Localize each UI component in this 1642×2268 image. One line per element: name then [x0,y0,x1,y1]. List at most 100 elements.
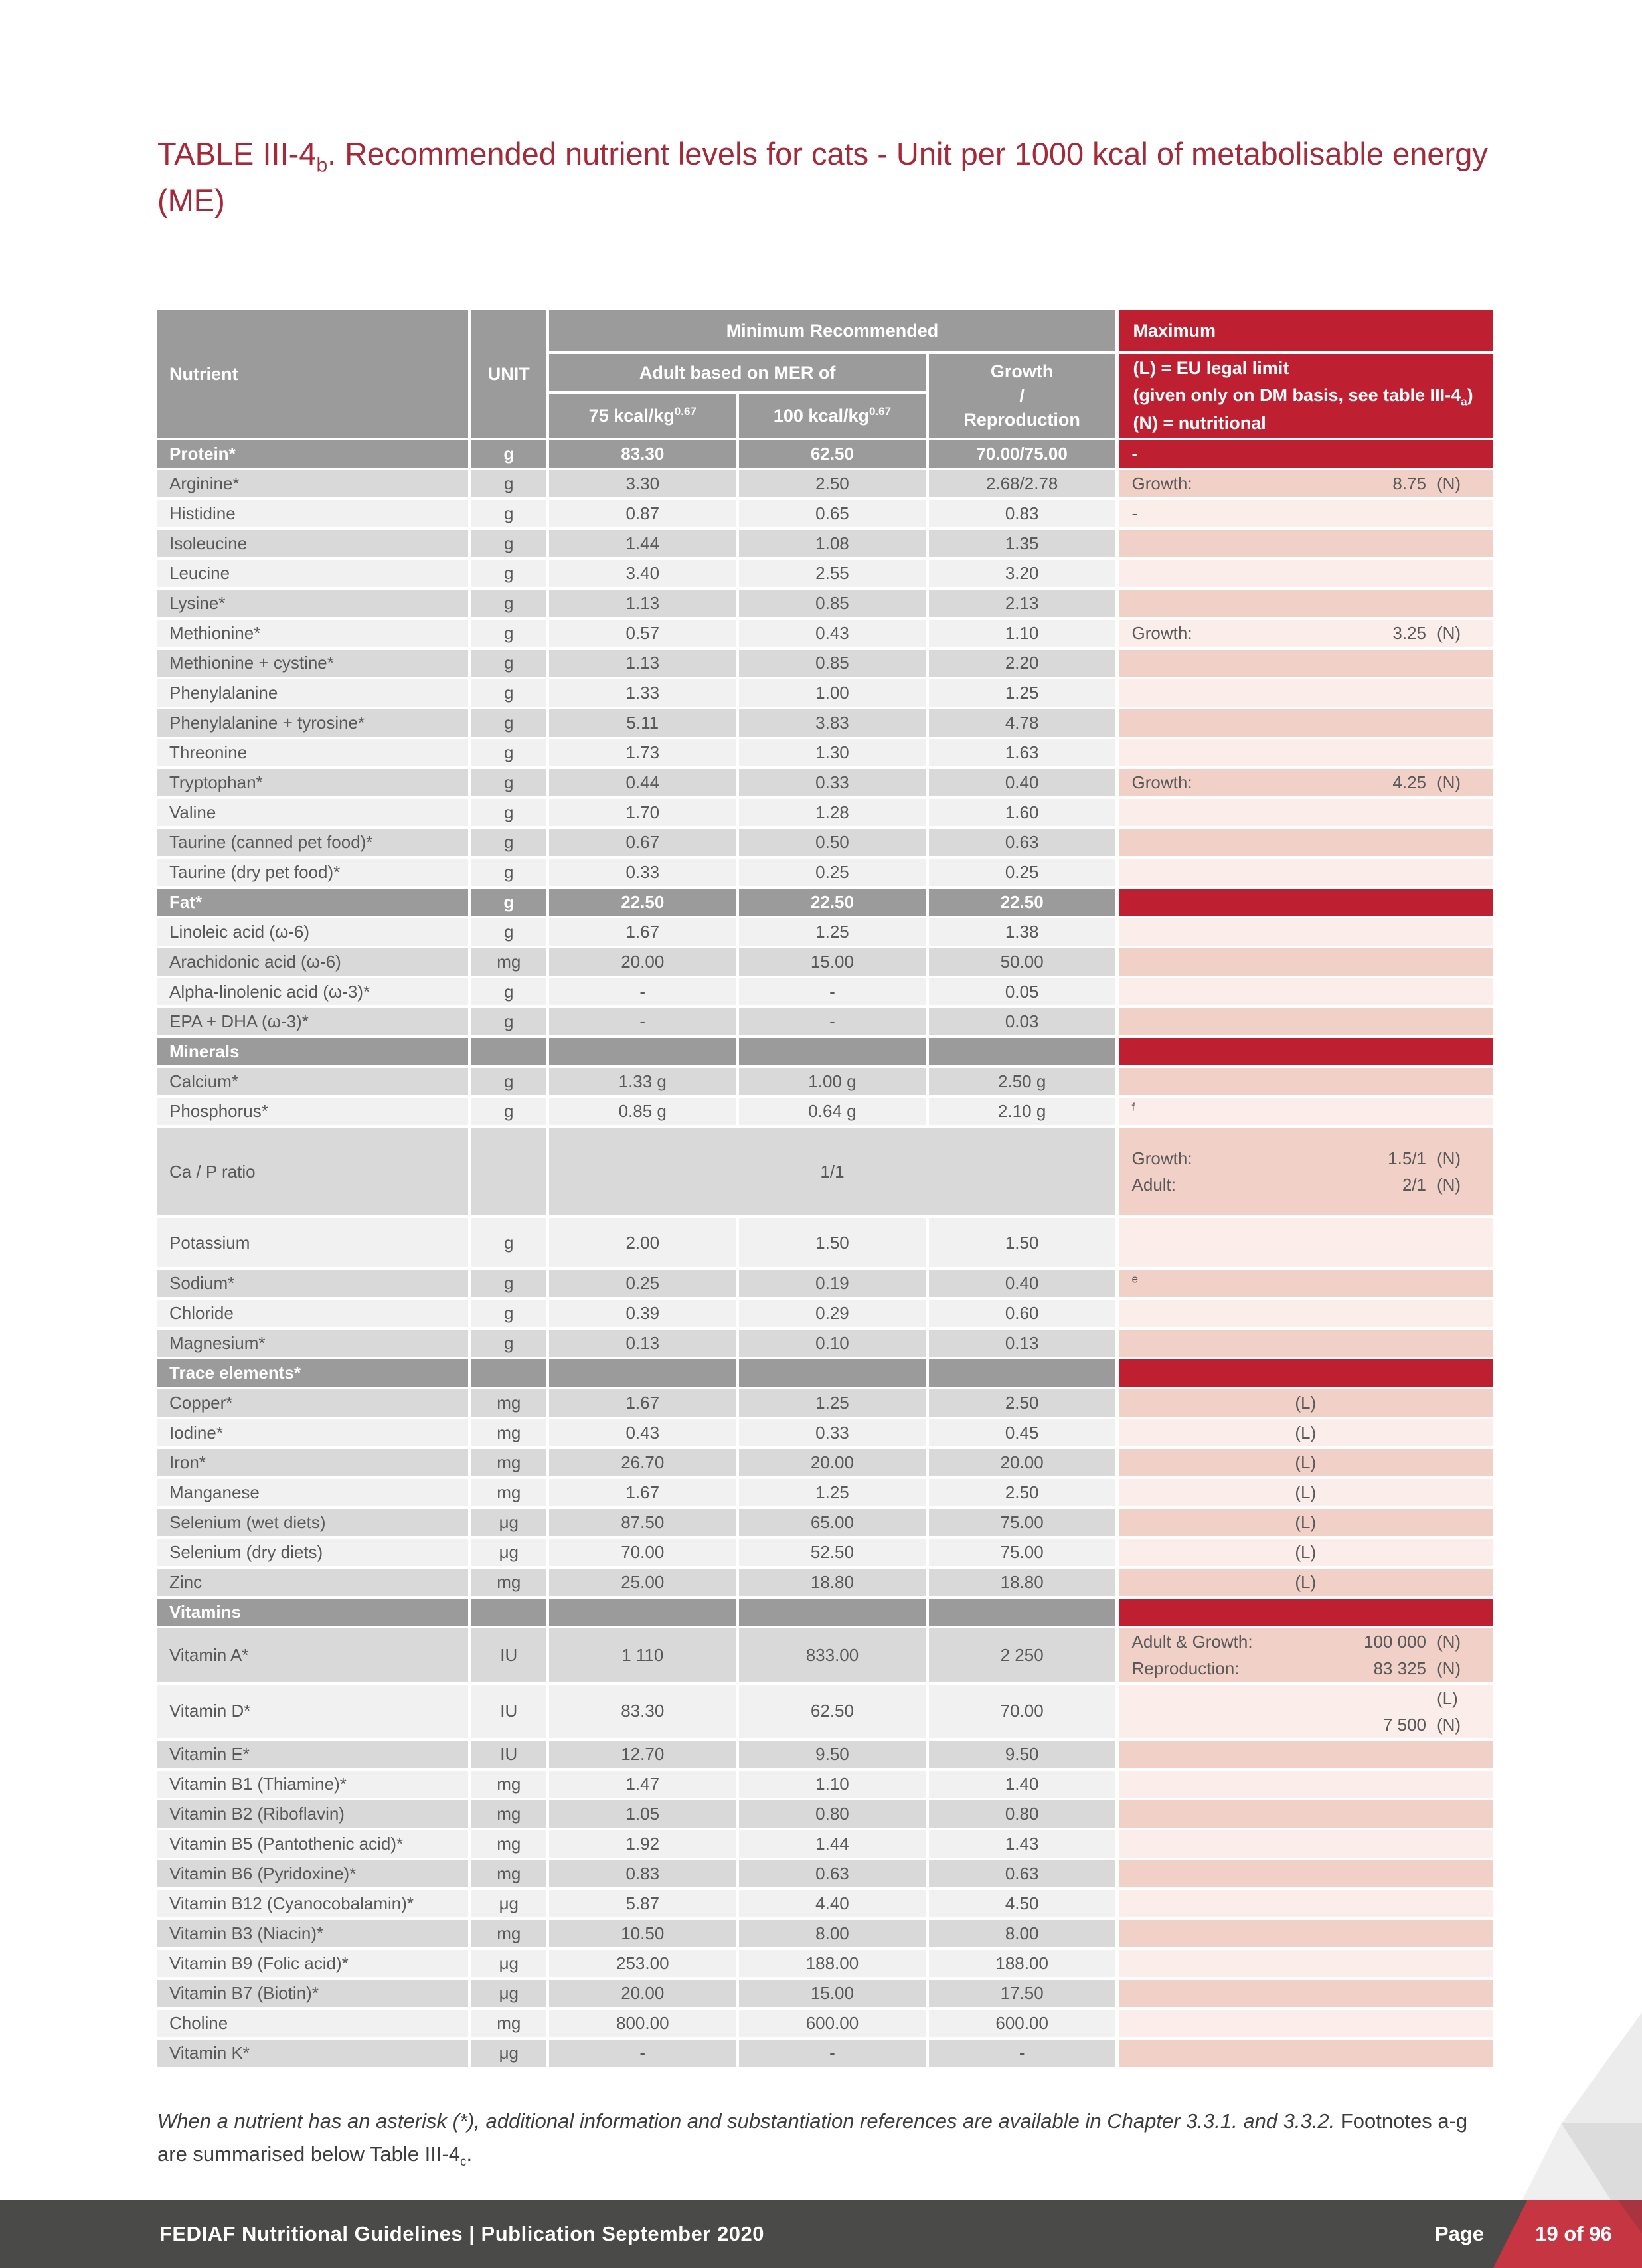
nutrient-name: Vitamin A* [157,1628,469,1682]
nutrient-name-text: Phenylalanine + tyrosine* [169,713,365,733]
value-100kcal-text: 188.00 [805,1953,859,1974]
value-growth: 0.83 [928,500,1115,527]
unit-cell: mg [471,1860,546,1888]
unit-cell-text: μg [499,1953,519,1974]
nutrient-row: Choline mg 800.00 600.00 600.00 [157,2010,1493,2038]
unit-cell-text: μg [499,1893,519,1914]
value-75kcal-text: 26.70 [621,1452,665,1472]
nutrient-name: Manganese [157,1479,469,1506]
nutrient-row: Arachidonic acid (ω-6) mg 20.00 15.00 50.00 [157,948,1493,976]
maximum-line-label: Growth: [1131,623,1192,644]
nutrient-row: Vitamin B2 (Riboflavin) mg 1.05 0.80 0.80 [157,1800,1493,1828]
value-75kcal-text: 0.87 [625,503,660,523]
nutrient-row: Vitamin A* IU 1 110 833.00 2 250 Adult & Grow… [157,1628,1493,1682]
nutrient-name-text: Vitamin B5 (Pantothenic acid)* [169,1834,404,1854]
value-75kcal: 1.92 [549,1830,736,1858]
nutrient-row: Ca / P ratio 1/1 Growth: 1.5/1 (N) Adult: 2/1 (… [157,1128,1493,1215]
value-growth-text: 0.25 [1005,862,1039,882]
maximum-line: 7 500 (N) [1132,1711,1479,1738]
value-75kcal-text: 1.33 g [618,1071,667,1091]
nutrient-name: Arachidonic acid (ω-6) [157,948,469,976]
legend-line2-close: ) [1467,385,1473,405]
value-100kcal: 600.00 [739,2010,926,2038]
value-growth: 1.25 [928,679,1115,707]
maximum-cell: (L) [1118,1419,1493,1446]
value-75kcal: 0.57 [549,620,736,647]
value-75kcal: 0.83 [549,1860,736,1888]
nutrient-name: Sodium* [157,1270,469,1297]
value-100kcal-text: 2.55 [815,563,849,583]
value-75kcal-text: - [639,982,646,1002]
nutrient-row: Vitamin D* IU 83.30 62.50 70.00 (L) 7 500 (N) [157,1684,1493,1739]
maximum-line-value: 83 325 [1373,1658,1426,1679]
value-growth-text: 0.63 [1005,832,1039,852]
value-growth-text: 2.50 g [998,1071,1046,1091]
unit-cell-text: g [504,1232,514,1253]
maximum-cell [1118,1218,1493,1267]
unit-cell: mg [471,1830,546,1858]
value-100kcal: 0.65 [739,500,926,527]
value-growth: 0.63 [928,829,1115,856]
unit-cell: mg [471,948,546,976]
value-growth: 1.10 [928,620,1115,647]
value-growth: 2.20 [928,650,1115,677]
value-100kcal: 9.50 [739,1741,926,1769]
unit-cell-text: g [504,1011,514,1031]
nutrient-name: Phosphorus* [157,1098,469,1125]
value-growth-text: 0.83 [1005,503,1039,523]
section-row: Vitamins [157,1599,1493,1626]
value-growth: 0.80 [928,1800,1115,1828]
value-100kcal-text: 0.25 [815,862,849,882]
maximum-cell [1118,1599,1493,1626]
nutrient-name-text: Arginine* [169,474,240,493]
value-75kcal: 800.00 [549,2010,736,2038]
value-growth-text: 18.80 [1000,1572,1044,1592]
value-growth: 188.00 [928,1950,1115,1978]
nutrient-name: Vitamin B3 (Niacin)* [157,1920,469,1948]
value-100kcal-text: 1.10 [815,1774,849,1794]
nutrient-row: Copper* mg 1.67 1.25 2.50 (L) [157,1389,1493,1417]
unit-cell: IU [471,1628,546,1682]
value-growth: 2 250 [928,1628,1115,1682]
unit-cell [471,1038,546,1065]
header-mer-100: 100 kcal/kg0.67 [739,394,926,438]
value-75kcal: 0.44 [549,769,736,796]
value-growth-text: 0.40 [1005,772,1039,792]
value-75kcal: 20.00 [549,948,736,976]
value-growth-text: 20.00 [1000,1452,1044,1472]
maximum-line-value: 4.25 [1392,772,1426,793]
unit-cell: g [471,859,546,886]
unit-cell: g [471,590,546,617]
unit-cell-text: g [504,1303,514,1323]
value-growth: 1.40 [928,1771,1115,1798]
unit-cell: mg [471,1771,546,1798]
value-75kcal-text: 0.25 [625,1273,660,1293]
value-100kcal-text: 833.00 [805,1644,859,1665]
value-100kcal-text: 0.85 [815,593,849,613]
maximum-cell: f [1118,1098,1493,1125]
unit-cell: g [471,739,546,766]
value-75kcal: 0.87 [549,500,736,527]
unit-cell: μg [471,1890,546,1918]
nutrient-name-text: Linoleic acid (ω-6) [169,922,310,942]
header-mer-75: 75 kcal/kg0.67 [549,394,736,438]
value-75kcal-text: 5.87 [625,1893,660,1914]
value-100kcal [739,1359,926,1387]
value-100kcal: 18.80 [739,1569,926,1596]
unit-cell-text: g [504,623,514,643]
value-growth: 2.50 [928,1479,1115,1506]
value-75kcal: 12.70 [549,1741,736,1769]
maximum-cell: Growth: 4.25 (N) [1118,769,1493,796]
header-growth-line3: Reproduction [963,410,1080,430]
nutrient-name-text: Sodium* [169,1273,235,1293]
nutrient-name: Fat* [157,889,469,916]
maximum-cell [1118,2010,1493,2038]
nutrient-name: Taurine (dry pet food)* [157,859,469,886]
value-growth: 18.80 [928,1569,1115,1596]
value-growth-text: 600.00 [995,2013,1048,2034]
value-75kcal-text: 0.43 [625,1423,660,1442]
value-75kcal: 5.87 [549,1890,736,1918]
value-growth-text: 3.20 [1005,563,1039,583]
unit-cell-text: g [504,922,514,942]
